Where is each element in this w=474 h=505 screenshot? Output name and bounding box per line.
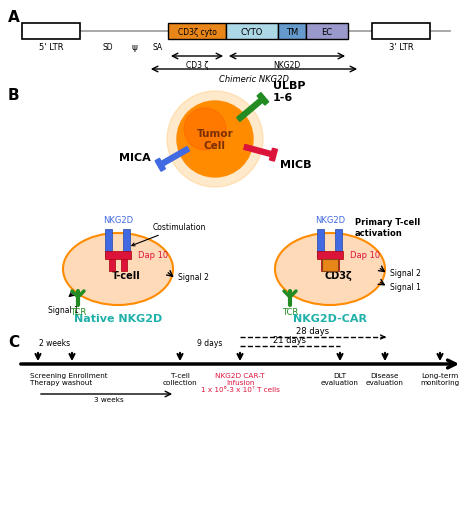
FancyBboxPatch shape xyxy=(372,24,430,40)
FancyBboxPatch shape xyxy=(321,258,327,272)
Text: 28 days: 28 days xyxy=(296,326,329,335)
Text: A: A xyxy=(8,10,20,25)
Polygon shape xyxy=(161,147,190,166)
Polygon shape xyxy=(237,99,263,122)
Text: T-cell
collection: T-cell collection xyxy=(163,372,197,385)
Text: DLT
evaluation: DLT evaluation xyxy=(321,372,359,385)
Text: SA: SA xyxy=(153,43,163,52)
Text: C: C xyxy=(8,334,19,349)
Text: EC: EC xyxy=(321,27,333,36)
Text: 21 days: 21 days xyxy=(273,335,307,344)
FancyBboxPatch shape xyxy=(22,24,80,40)
Ellipse shape xyxy=(63,233,173,306)
Text: Signal 2: Signal 2 xyxy=(178,273,209,282)
FancyBboxPatch shape xyxy=(105,251,131,260)
FancyBboxPatch shape xyxy=(306,24,348,40)
Text: CD3ζ: CD3ζ xyxy=(324,271,352,280)
Text: 9 days: 9 days xyxy=(197,338,223,347)
Text: CD3ζ cyto: CD3ζ cyto xyxy=(178,27,217,36)
Text: Tumor
Cell: Tumor Cell xyxy=(197,129,233,150)
Polygon shape xyxy=(257,93,269,106)
Text: Screening Enrollment
Therapy washout: Screening Enrollment Therapy washout xyxy=(30,372,108,385)
Circle shape xyxy=(177,102,253,178)
Text: 5' LTR: 5' LTR xyxy=(39,43,63,52)
Text: ψ: ψ xyxy=(131,43,137,52)
Text: CYTO: CYTO xyxy=(241,27,263,36)
Text: TCR: TCR xyxy=(70,308,86,316)
Text: Primary T-cell
activation: Primary T-cell activation xyxy=(355,218,420,237)
Polygon shape xyxy=(244,145,272,157)
Polygon shape xyxy=(155,159,165,172)
Text: T-cell: T-cell xyxy=(111,271,140,280)
Text: ULBP
1-6: ULBP 1-6 xyxy=(273,81,306,103)
FancyBboxPatch shape xyxy=(278,24,306,40)
Text: 3' LTR: 3' LTR xyxy=(389,43,413,52)
FancyBboxPatch shape xyxy=(121,258,127,272)
Text: B: B xyxy=(8,88,19,103)
Text: TCR: TCR xyxy=(282,308,298,316)
Text: NKG2D: NKG2D xyxy=(103,216,133,225)
Text: Signal 1: Signal 1 xyxy=(47,306,78,315)
Text: TM: TM xyxy=(286,27,298,36)
FancyBboxPatch shape xyxy=(317,251,343,260)
Text: MICA: MICA xyxy=(119,153,151,163)
Text: SD: SD xyxy=(103,43,113,52)
Text: Dap 10: Dap 10 xyxy=(350,251,380,260)
Text: NKG2D: NKG2D xyxy=(273,61,301,70)
Text: NKG2D: NKG2D xyxy=(315,216,345,225)
Circle shape xyxy=(184,109,226,150)
Polygon shape xyxy=(270,149,277,162)
Text: NKG2D-CAR: NKG2D-CAR xyxy=(293,314,367,323)
Text: Disease
evaluation: Disease evaluation xyxy=(366,372,404,385)
FancyBboxPatch shape xyxy=(226,24,278,40)
FancyBboxPatch shape xyxy=(318,230,325,258)
Text: Chimeric NKG2D: Chimeric NKG2D xyxy=(219,75,289,84)
Text: Long-term
monitoring: Long-term monitoring xyxy=(420,372,460,385)
Text: Dap 10: Dap 10 xyxy=(138,251,168,260)
FancyBboxPatch shape xyxy=(109,258,115,272)
Text: NKG2D CAR-T
Infusion
1 x 10⁶-3 x 10⁷ T cells: NKG2D CAR-T Infusion 1 x 10⁶-3 x 10⁷ T c… xyxy=(201,372,280,392)
Text: Signal 2: Signal 2 xyxy=(390,269,421,278)
FancyBboxPatch shape xyxy=(333,258,339,272)
Text: 2 weeks: 2 weeks xyxy=(39,338,71,347)
FancyBboxPatch shape xyxy=(106,230,112,258)
Text: CD3 ζ: CD3 ζ xyxy=(186,61,208,70)
FancyBboxPatch shape xyxy=(168,24,226,40)
FancyBboxPatch shape xyxy=(322,260,338,272)
Text: Signal 1: Signal 1 xyxy=(390,283,421,292)
FancyBboxPatch shape xyxy=(336,230,343,258)
FancyBboxPatch shape xyxy=(124,230,130,258)
Text: 3 weeks: 3 weeks xyxy=(94,396,124,402)
Text: Native NKG2D: Native NKG2D xyxy=(74,314,162,323)
Text: Costimulation: Costimulation xyxy=(132,223,206,246)
Text: MICB: MICB xyxy=(280,160,311,170)
Circle shape xyxy=(167,92,263,188)
Ellipse shape xyxy=(275,233,385,306)
